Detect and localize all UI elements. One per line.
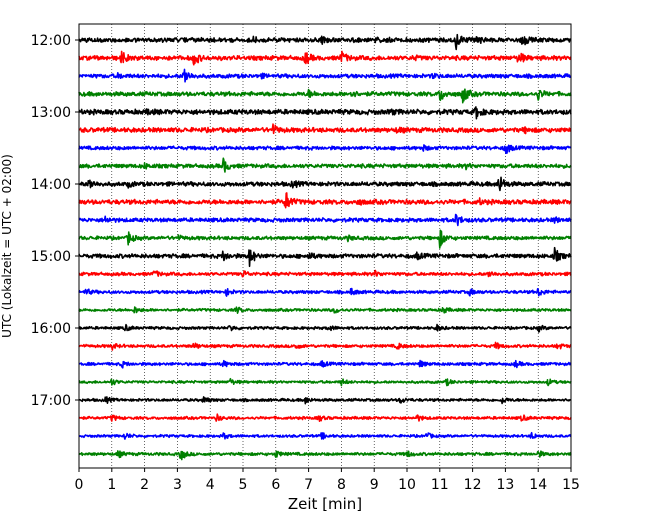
- y-tick-label: 14:00: [31, 177, 71, 193]
- x-tick-label: 2: [140, 477, 149, 493]
- trace-line-1400: [78, 176, 572, 192]
- trace-line-1545: [78, 306, 572, 314]
- trace-line-1345: [78, 157, 572, 173]
- x-tick-label: 11: [431, 477, 449, 493]
- trace-line-1315: [78, 123, 572, 135]
- trace-line-1530: [78, 287, 572, 297]
- trace-line-1200: [78, 33, 572, 51]
- trace-line-1500: [78, 246, 572, 268]
- trace-line-1230: [78, 68, 572, 83]
- x-tick-label: 5: [239, 477, 248, 493]
- x-tick-label: 3: [173, 477, 182, 493]
- x-axis-label: Zeit [min]: [288, 495, 362, 513]
- seismic-traces: [78, 33, 572, 461]
- trace-line-1430: [78, 213, 572, 227]
- x-tick-label: 13: [496, 477, 514, 493]
- trace-line-1745: [78, 450, 572, 461]
- vertical-grid: [111, 24, 539, 468]
- y-tick-label: 12:00: [31, 33, 71, 49]
- trace-line-1630: [78, 359, 572, 369]
- x-tick-label: 8: [337, 477, 346, 493]
- trace-line-1600: [78, 323, 572, 333]
- trace-line-1445: [78, 229, 572, 249]
- trace-line-1615: [78, 341, 572, 351]
- y-tick-label: 15:00: [31, 249, 71, 265]
- trace-line-1645: [78, 377, 572, 387]
- x-tick-label: 12: [464, 477, 482, 493]
- x-tick-label: 15: [562, 477, 580, 493]
- plot-area-background: [79, 24, 571, 468]
- x-axis-ticks: 0 1 2 3 4 5 6 7 8 9 10 11 12 13 14 15: [75, 468, 580, 493]
- trace-line-1715: [78, 413, 572, 422]
- x-tick-label: 0: [75, 477, 84, 493]
- y-tick-label: 16:00: [31, 321, 71, 337]
- trace-line-1245: [78, 88, 572, 104]
- trace-line-1515: [78, 269, 572, 278]
- x-tick-label: 1: [107, 477, 116, 493]
- trace-line-1700: [78, 396, 572, 405]
- trace-line-1415: [78, 192, 572, 209]
- x-tick-label: 9: [370, 477, 379, 493]
- x-tick-label: 6: [271, 477, 280, 493]
- x-tick-label: 4: [206, 477, 215, 493]
- x-tick-label: 10: [398, 477, 416, 493]
- x-tick-label: 14: [529, 477, 547, 493]
- y-axis-label: UTC (Lokalzeit = UTC + 02:00): [0, 154, 14, 338]
- plot-frame: [78, 23, 572, 469]
- trace-line-1330: [78, 144, 572, 155]
- x-tick-label: 7: [304, 477, 313, 493]
- trace-line-1215: [78, 50, 572, 66]
- trace-line-1730: [78, 431, 572, 440]
- y-axis-ticks: 12:00 13:00 14:00 15:00 16:00 17:00: [31, 33, 79, 409]
- trace-line-1300: [78, 106, 572, 120]
- y-tick-label: 13:00: [31, 105, 71, 121]
- y-tick-label: 17:00: [31, 393, 71, 409]
